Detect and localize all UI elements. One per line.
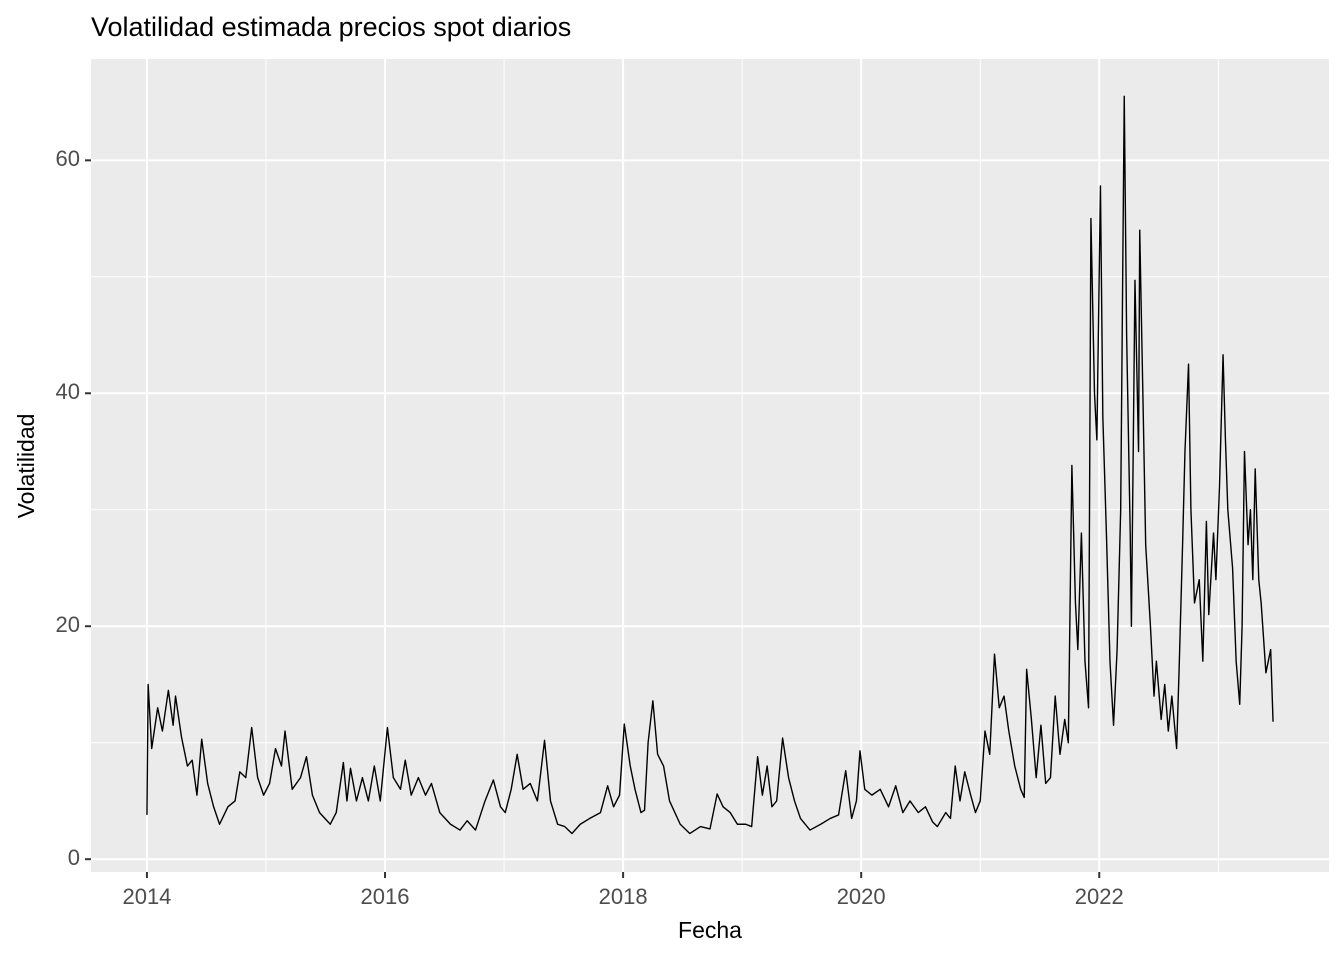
chart-title: Volatilidad estimada precios spot diario… <box>91 12 571 42</box>
x-tick-label: 2014 <box>122 884 171 909</box>
x-tick-label: 2020 <box>837 884 886 909</box>
y-tick-label: 0 <box>68 845 80 870</box>
panel <box>91 59 1329 872</box>
x-tick-label: 2018 <box>599 884 648 909</box>
y-tick-label: 60 <box>56 146 80 171</box>
y-axis-title: Volatilidad <box>13 414 39 519</box>
line-series <box>146 95 1274 835</box>
x-tick-label: 2016 <box>361 884 410 909</box>
y-tick-label: 20 <box>56 612 80 637</box>
marks <box>146 95 1274 835</box>
y-tick-label: 40 <box>56 379 80 404</box>
x-tick-label: 2022 <box>1075 884 1124 909</box>
x-axis-title: Fecha <box>678 917 742 943</box>
